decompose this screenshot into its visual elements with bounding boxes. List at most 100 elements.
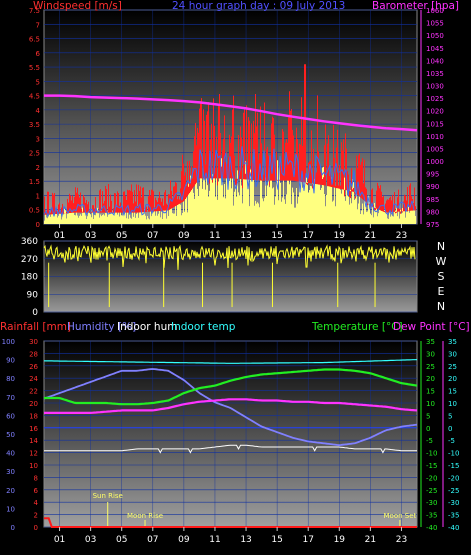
barometer-tick-label: 1000 xyxy=(426,158,444,166)
humidity-tick-label: 0 xyxy=(11,524,15,532)
dewpoint-tick-label: 10 xyxy=(448,400,457,408)
dewpoint-tick-label: 20 xyxy=(448,375,457,383)
dew-point-line xyxy=(44,398,418,414)
humidity-axis-title: Humidity [%] xyxy=(67,321,136,333)
barometer-tick-label: 985 xyxy=(426,196,439,204)
hour-tick-label: 05 xyxy=(116,535,127,545)
rain-tick-label: 18 xyxy=(29,412,38,420)
dewpoint-tick-label: -20 xyxy=(448,474,459,482)
temp-tick-label: -15 xyxy=(426,462,437,470)
indoor-humidity-title: Indoor hum xyxy=(117,321,177,333)
rain-tick-label: 22 xyxy=(29,388,38,396)
hour-tick-label: 23 xyxy=(396,535,407,545)
dewpoint-tick-label: -30 xyxy=(448,499,459,507)
windspeed-tick-label: 5.5 xyxy=(29,64,40,72)
barometer-tick-label: 1020 xyxy=(426,108,444,116)
hour-tick-label: 03 xyxy=(85,535,96,545)
barometer-tick-label: 990 xyxy=(426,183,439,191)
hour-tick-label: 17 xyxy=(302,535,313,545)
temp-tick-label: -20 xyxy=(426,474,437,482)
temp-tick-label: 10 xyxy=(426,400,435,408)
hour-tick-label: 15 xyxy=(271,231,282,241)
event-label: Moon Set xyxy=(384,512,417,520)
hour-tick-label: 11 xyxy=(209,535,220,545)
dewpoint-tick-label: 5 xyxy=(448,412,452,420)
barometer-tick-label: 1055 xyxy=(426,20,444,28)
temp-tick-label: 35 xyxy=(426,338,435,346)
dewpoint-tick-label: 35 xyxy=(448,338,457,346)
rain-tick-label: 6 xyxy=(34,487,39,495)
temperature-plot-area xyxy=(43,340,418,528)
humidity-tick-label: 60 xyxy=(6,412,15,420)
compass-label: N xyxy=(437,300,445,313)
barometer-tick-label: 1045 xyxy=(426,45,444,53)
windspeed-tick-label: 5 xyxy=(36,78,40,86)
rain-tick-label: 28 xyxy=(29,350,38,358)
wind-average-line xyxy=(43,146,415,218)
temp-tick-label: 15 xyxy=(426,388,435,396)
dewpoint-tick-label: -35 xyxy=(448,512,459,520)
barometer-tick-label: 1035 xyxy=(426,70,444,78)
compass-label: N xyxy=(437,240,445,253)
rain-tick-label: 20 xyxy=(29,400,38,408)
hour-tick-label: 09 xyxy=(178,535,190,545)
rain-tick-label: 30 xyxy=(29,338,38,346)
graph-title: 24 hour graph day : 09 July 2013 xyxy=(172,0,345,12)
temp-tick-label: -5 xyxy=(426,437,433,445)
temp-tick-label: 0 xyxy=(426,425,430,433)
rain-tick-label: 4 xyxy=(34,499,39,507)
barometer-tick-label: 1060 xyxy=(426,7,444,15)
windspeed-tick-label: 4 xyxy=(36,107,41,115)
windspeed-axis-title: Windspeed [m/s] xyxy=(33,0,122,12)
indoor-temp-title: Indoor temp xyxy=(171,321,236,333)
humidity-tick-label: 30 xyxy=(6,468,15,476)
temp-tick-label: -30 xyxy=(426,499,437,507)
barometer-tick-label: 980 xyxy=(426,208,439,216)
hour-tick-label: 23 xyxy=(396,231,407,241)
direction-tick-label: 270 xyxy=(21,255,38,265)
temp-tick-label: 30 xyxy=(426,350,435,358)
hour-tick-label: 07 xyxy=(147,535,158,545)
indoor-hum-line xyxy=(44,444,417,454)
indoor-temp-line xyxy=(43,359,418,364)
rain-tick-label: 10 xyxy=(29,462,38,470)
humidity-tick-label: 90 xyxy=(6,357,15,365)
temp-tick-label: -25 xyxy=(426,487,437,495)
temp-tick-label: 5 xyxy=(426,412,430,420)
hour-tick-label: 21 xyxy=(365,535,376,545)
barometer-tick-label: 1025 xyxy=(426,95,444,103)
rain-tick-label: 2 xyxy=(34,512,38,520)
rain-tick-label: 16 xyxy=(29,425,38,433)
wind-direction-trace xyxy=(43,244,416,270)
rain-tick-label: 26 xyxy=(29,363,38,371)
dewpoint-tick-label: -10 xyxy=(448,450,459,458)
barometer-axis-title: Barometer [hpa] xyxy=(372,0,459,12)
temp-tick-label: -40 xyxy=(426,524,437,532)
rainfall-axis-title: Rainfall [mm] xyxy=(0,321,71,333)
hour-tick-label: 21 xyxy=(365,231,376,241)
humidity-tick-label: 20 xyxy=(6,487,15,495)
dewpoint-tick-label: -5 xyxy=(448,437,455,445)
barometer-tick-label: 1040 xyxy=(426,57,444,65)
event-label: Moon Rise xyxy=(127,512,163,520)
temperature-axis-title: Temperature [°C] xyxy=(311,321,403,333)
temp-tick-label: -10 xyxy=(426,450,437,458)
dewpoint-tick-label: 0 xyxy=(448,425,452,433)
windspeed-tick-label: 6 xyxy=(36,50,41,58)
windspeed-tick-label: 7 xyxy=(36,21,40,29)
temp-tick-label: -35 xyxy=(426,512,437,520)
windspeed-tick-label: 1.5 xyxy=(29,178,40,186)
rainfall-line xyxy=(44,517,417,528)
hour-tick-label: 01 xyxy=(54,535,65,545)
hour-tick-label: 19 xyxy=(334,231,346,241)
windspeed-tick-label: 0.5 xyxy=(29,207,40,215)
dewpoint-tick-label: 25 xyxy=(448,363,457,371)
barometer-tick-label: 1015 xyxy=(426,120,444,128)
windspeed-tick-label: 3 xyxy=(36,135,40,143)
hour-tick-label: 09 xyxy=(178,231,190,241)
direction-tick-label: 360 xyxy=(21,237,38,247)
windspeed-tick-label: 4.5 xyxy=(29,93,40,101)
